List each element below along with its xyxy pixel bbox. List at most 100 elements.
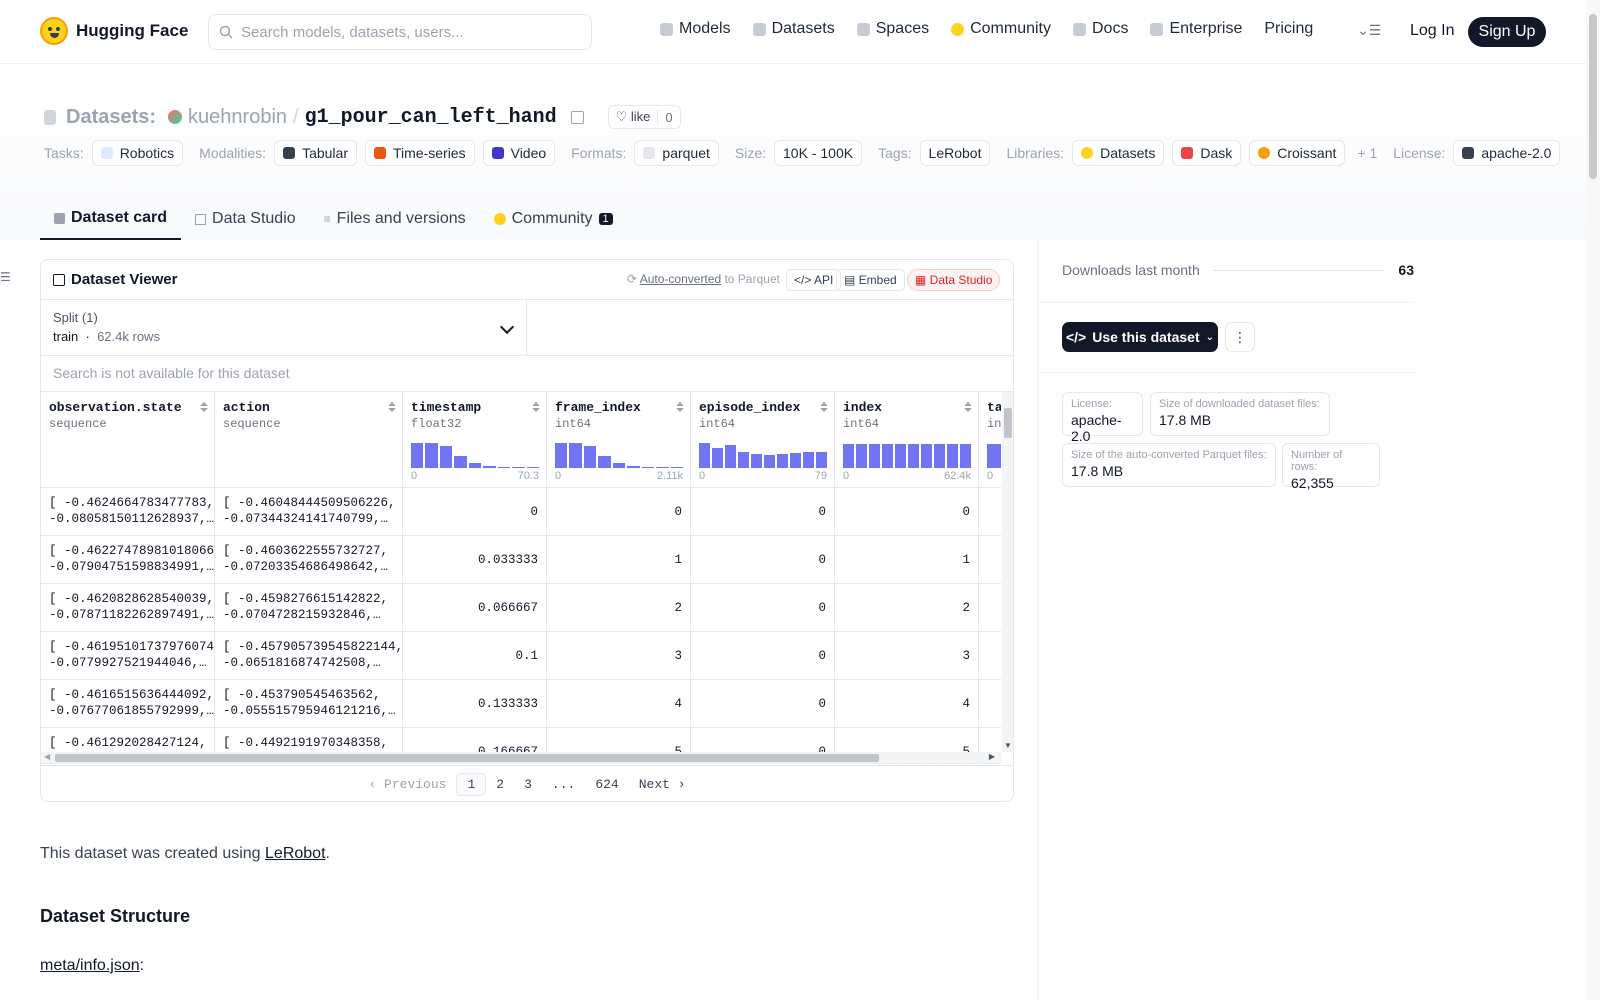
column-header[interactable]: ta in 0 (979, 392, 1001, 488)
table-cell[interactable] (979, 584, 1001, 632)
tag-time-series[interactable]: Time-series (365, 140, 475, 166)
sort-icon[interactable] (820, 402, 828, 412)
tag-robotics[interactable]: Robotics (91, 140, 184, 166)
histogram-bar[interactable] (738, 452, 749, 468)
histogram-bar[interactable] (751, 454, 762, 468)
histogram-bar[interactable] (947, 444, 958, 468)
table-cell[interactable]: [ -0.4624664783477783, -0.080581501126289… (41, 488, 215, 536)
table-cell[interactable]: 0.133333 (403, 680, 547, 728)
table-cell[interactable]: [ -0.461292028427124, (41, 728, 215, 752)
histogram-bar[interactable] (921, 444, 932, 468)
global-search-input[interactable] (241, 23, 561, 41)
nav-pricing[interactable]: Pricing (1264, 20, 1313, 38)
table-cell[interactable]: [ -0.46227478981018066, -0.07904751598834… (41, 536, 215, 584)
histogram-bar[interactable] (790, 453, 801, 468)
like-button[interactable]: ♡ like 0 (607, 105, 681, 129)
table-cell[interactable]: 1 (547, 536, 691, 584)
table-cell[interactable]: 0 (691, 632, 835, 680)
table-cell[interactable]: [ -0.4616515636444092, -0.076770618557929… (41, 680, 215, 728)
histogram-bar[interactable] (425, 443, 438, 468)
vertical-scrollbar[interactable]: ▼ (1002, 392, 1013, 752)
more-options-button[interactable]: ⋮ (1225, 322, 1255, 352)
histogram-bar[interactable] (598, 456, 611, 468)
histogram-bar[interactable] (656, 467, 669, 468)
table-cell[interactable]: 2 (547, 584, 691, 632)
table-cell[interactable]: [ -0.4492191970348358, (215, 728, 403, 752)
table-cell[interactable]: 0 (835, 488, 979, 536)
tag-lerobot[interactable]: LeRobot (919, 140, 991, 166)
nav-docs[interactable]: Docs (1073, 20, 1128, 38)
table-cell[interactable]: 0 (691, 584, 835, 632)
table-cell[interactable]: 5 (547, 728, 691, 752)
histogram-bar[interactable] (483, 466, 496, 468)
table-cell[interactable] (979, 728, 1001, 752)
table-cell[interactable]: 0 (691, 728, 835, 752)
histogram-bar[interactable] (777, 454, 788, 468)
histogram-bar[interactable] (439, 446, 453, 468)
histogram-bar[interactable] (895, 444, 906, 468)
sort-icon[interactable] (964, 402, 972, 412)
scroll-right-icon[interactable]: ▶ (988, 752, 995, 761)
table-cell[interactable]: 4 (835, 680, 979, 728)
table-cell[interactable]: 0 (403, 488, 547, 536)
table-cell[interactable]: [ -0.461951017379760744, -0.0779927521944… (41, 632, 215, 680)
table-cell[interactable]: [ -0.46048444509506226, -0.07344324141740… (215, 488, 403, 536)
column-header[interactable]: observation.state sequence (41, 392, 215, 488)
tag-datasets-lib[interactable]: Datasets (1072, 140, 1165, 166)
histogram-bar[interactable] (725, 445, 736, 468)
tab-community[interactable]: Community 1 (480, 198, 627, 240)
column-header[interactable]: timestamp float32 0 70.3 (403, 392, 547, 488)
repo-type-label[interactable]: Datasets: (66, 105, 157, 128)
histogram-bar[interactable] (569, 443, 582, 468)
page-3[interactable]: 3 (524, 777, 532, 792)
tab-dataset-card[interactable]: Dataset card (40, 198, 182, 240)
table-cell[interactable]: 4 (547, 680, 691, 728)
tag-dask[interactable]: Dask (1172, 140, 1242, 166)
histogram-bar[interactable] (454, 456, 467, 468)
copy-icon[interactable] (570, 110, 584, 124)
table-cell[interactable]: 0 (691, 536, 835, 584)
histogram-bar[interactable] (764, 455, 775, 468)
table-cell[interactable]: 0 (691, 488, 835, 536)
table-cell[interactable]: 5 (835, 728, 979, 752)
data-studio-button[interactable]: ▦ Data Studio (907, 269, 1001, 291)
api-button[interactable]: </> API (786, 269, 842, 291)
tag-parquet[interactable]: parquet (634, 140, 719, 166)
toc-toggle-icon[interactable]: ☰ (0, 270, 11, 284)
owner-link[interactable]: kuehnrobin (188, 105, 288, 128)
table-cell[interactable]: 1 (835, 536, 979, 584)
table-cell[interactable] (979, 632, 1001, 680)
histogram-bar[interactable] (934, 444, 945, 468)
nav-community[interactable]: Community (951, 20, 1051, 38)
sort-icon[interactable] (676, 402, 684, 412)
auto-converted-link[interactable]: Auto-converted (639, 272, 722, 286)
column-header[interactable]: index int64 0 62.4k (835, 392, 979, 488)
table-row[interactable]: [ -0.4624664783477783, -0.080581501126289… (41, 488, 1001, 536)
embed-button[interactable]: ▤ Embed (836, 269, 905, 291)
tab-data-studio[interactable]: Data Studio (181, 198, 310, 240)
histogram-bar[interactable] (882, 444, 893, 468)
meta-info-link[interactable]: meta/info.json (40, 957, 140, 974)
use-dataset-button[interactable]: </> Use this dataset ⌄ (1062, 322, 1218, 352)
table-cell[interactable]: [ -0.4603622555732727, -0.072033546864986… (215, 536, 403, 584)
histogram-bar[interactable] (555, 443, 568, 468)
table-cell[interactable]: 2 (835, 584, 979, 632)
tag-size[interactable]: 10K - 100K (774, 140, 863, 166)
table-row[interactable]: [ -0.46227478981018066, -0.07904751598834… (41, 536, 1001, 584)
login-link[interactable]: Log In (1410, 22, 1455, 39)
table-row[interactable]: [ -0.461951017379760744, -0.0779927521944… (41, 632, 1001, 680)
histogram-bar[interactable] (803, 452, 814, 468)
table-row[interactable]: [ -0.461292028427124, [ -0.44921919703483… (41, 728, 1001, 752)
tab-files[interactable]: ≡ Files and versions (310, 198, 480, 240)
table-cell[interactable]: [ -0.4598276615142822, -0.070472821593284… (215, 584, 403, 632)
libraries-more[interactable]: + 1 (1357, 145, 1378, 161)
histogram-bar[interactable] (627, 466, 640, 468)
tag-video[interactable]: Video (482, 140, 556, 166)
table-cell[interactable]: 3 (835, 632, 979, 680)
table-cell[interactable]: 0.033333 (403, 536, 547, 584)
histogram-bar[interactable] (869, 444, 880, 468)
sort-icon[interactable] (200, 402, 208, 412)
sort-icon[interactable] (388, 402, 396, 412)
column-header[interactable]: frame_index int64 0 2.11k (547, 392, 691, 488)
sort-icon[interactable] (532, 402, 540, 412)
